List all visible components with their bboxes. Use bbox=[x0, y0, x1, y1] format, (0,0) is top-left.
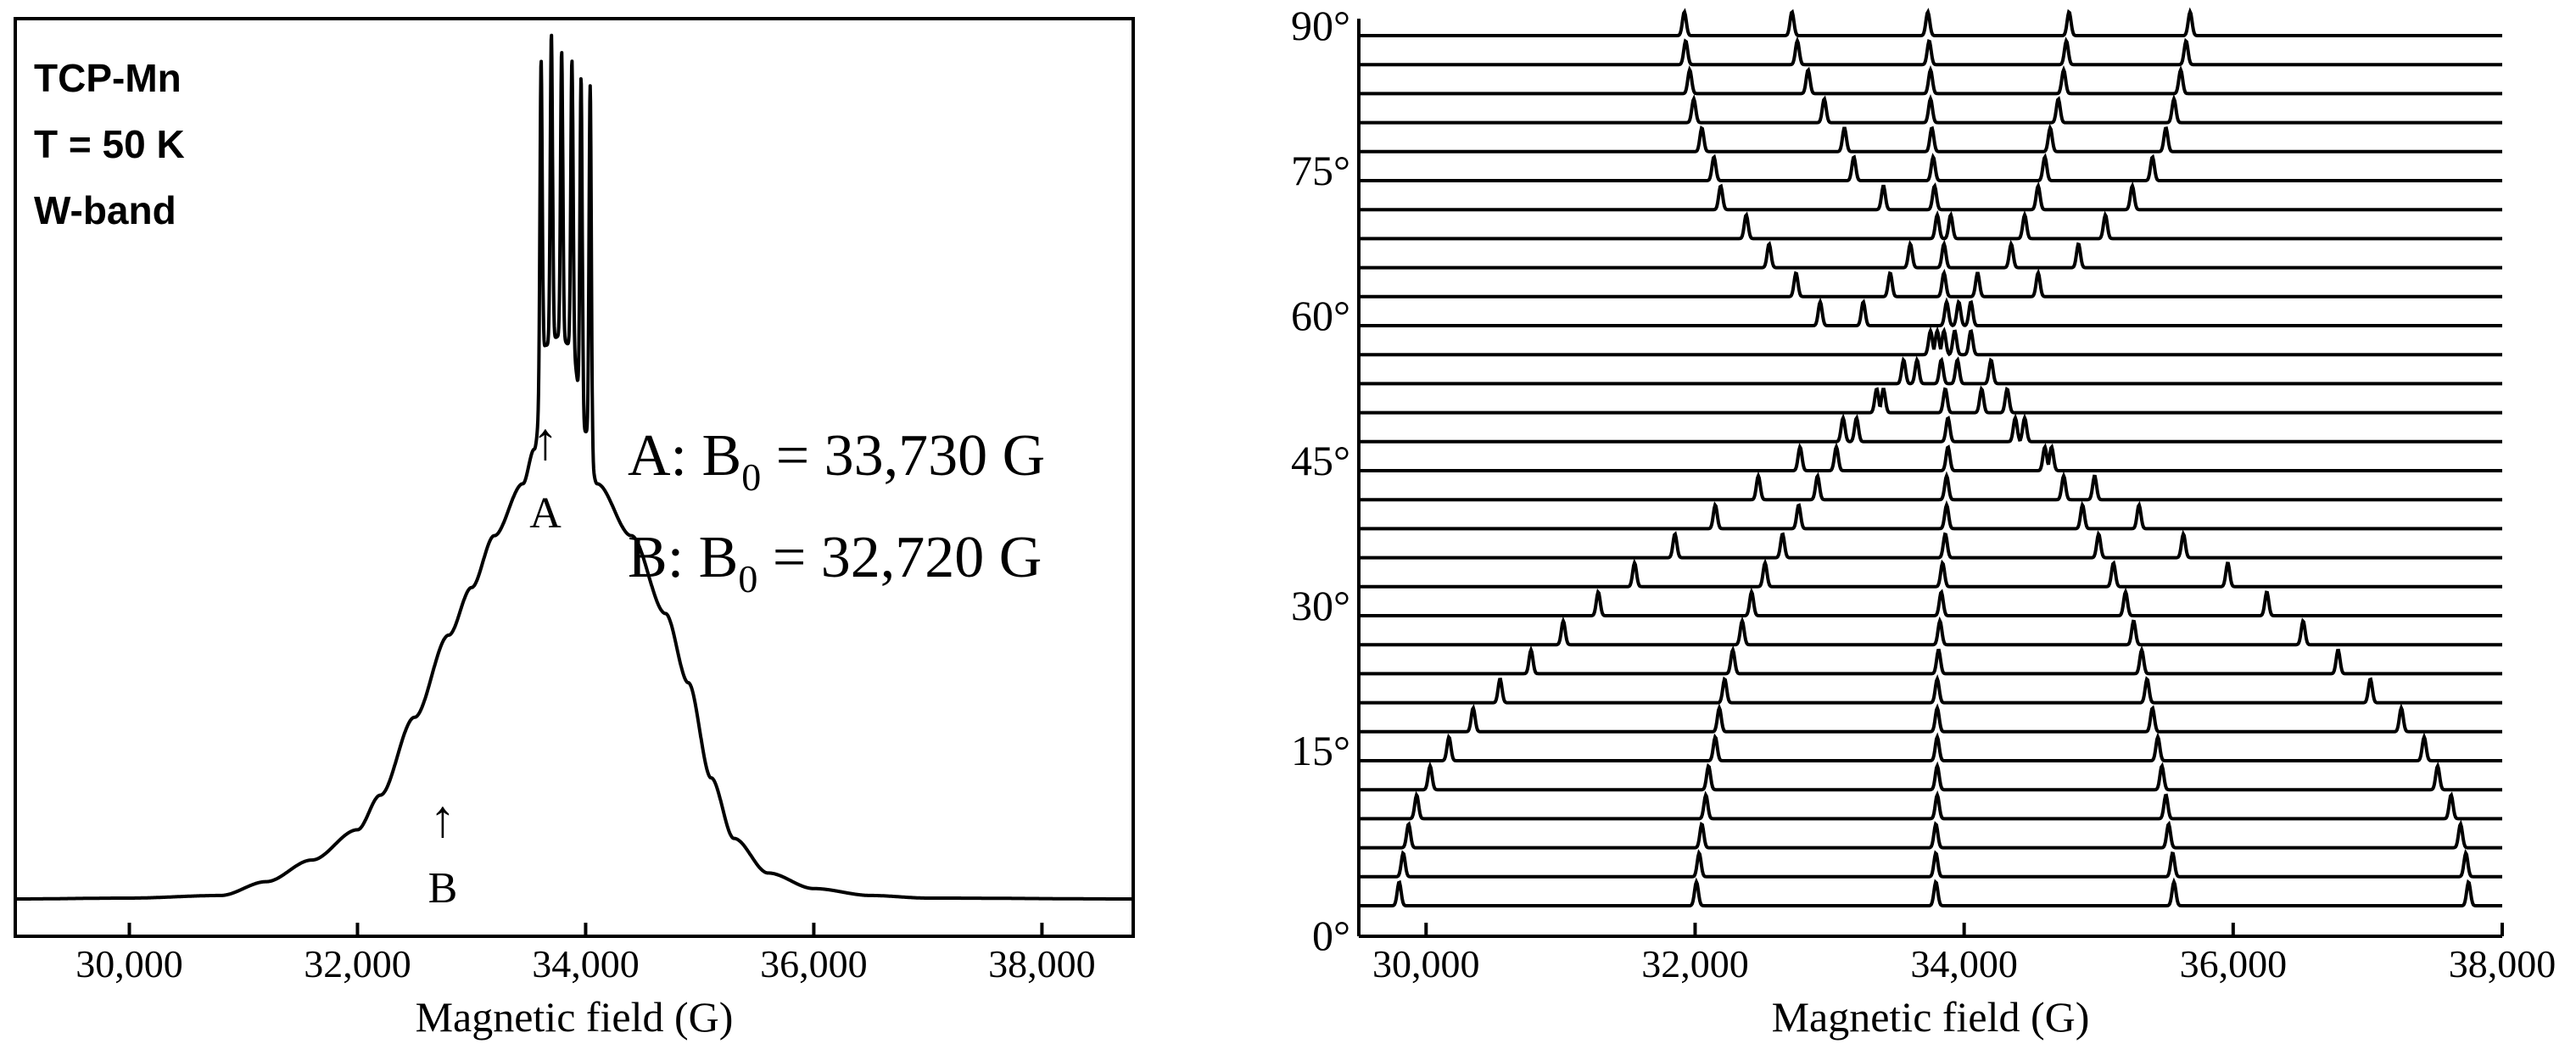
angular-trace-84deg bbox=[1359, 64, 2502, 96]
angular-trace-81deg bbox=[1359, 94, 2502, 125]
angular-trace-69deg bbox=[1359, 209, 2502, 241]
angular-trace-6deg bbox=[1359, 819, 2502, 850]
angular-trace-27deg bbox=[1359, 616, 2502, 647]
angular-trace-24deg bbox=[1359, 645, 2502, 676]
marker-b: B bbox=[428, 864, 458, 913]
angular-trace-48deg bbox=[1359, 413, 2502, 444]
right-x-tick-label: 30,000 bbox=[1372, 942, 1480, 985]
angular-trace-54deg bbox=[1359, 355, 2502, 386]
angular-traces bbox=[1359, 7, 2502, 907]
angular-trace-72deg bbox=[1359, 181, 2502, 212]
left-x-tick-label: 32,000 bbox=[304, 942, 411, 985]
angle-label: 90° bbox=[1291, 2, 1350, 49]
angular-trace-51deg bbox=[1359, 385, 2502, 415]
angle-label: 45° bbox=[1291, 437, 1350, 484]
angular-trace-63deg bbox=[1359, 268, 2502, 299]
right-x-tick-label: 38,000 bbox=[2449, 942, 2556, 985]
angular-trace-57deg bbox=[1359, 326, 2502, 357]
angle-label: 60° bbox=[1291, 292, 1350, 339]
left-x-tick-label: 38,000 bbox=[988, 942, 1096, 985]
angular-trace-39deg bbox=[1359, 500, 2502, 531]
angular-trace-9deg bbox=[1359, 790, 2502, 821]
right-x-axis-label: Magnetic field (G) bbox=[1772, 993, 2090, 1041]
angle-label: 30° bbox=[1291, 582, 1350, 629]
temperature-label: T = 50 K bbox=[34, 122, 185, 166]
angular-trace-75deg bbox=[1359, 153, 2502, 182]
right-x-tick-label: 32,000 bbox=[1641, 942, 1749, 985]
angular-trace-90deg bbox=[1359, 7, 2502, 37]
angular-trace-78deg bbox=[1359, 123, 2502, 154]
angular-trace-15deg bbox=[1359, 732, 2502, 762]
legend-a-field: A: B0 = 33,730 G bbox=[628, 423, 1045, 499]
left-x-tick-labels: 30,000 32,000 34,000 36,000 38,000 bbox=[75, 942, 1095, 985]
angular-trace-87deg bbox=[1359, 36, 2502, 67]
angle-label: 0° bbox=[1312, 912, 1350, 959]
legend-b-field: B: B0 = 32,720 G bbox=[628, 525, 1042, 600]
arrow-b: ↑ bbox=[430, 790, 456, 848]
angular-trace-42deg bbox=[1359, 471, 2502, 502]
right-chart: 30,000 32,000 34,000 36,000 38,000 0° 15° 30° 4… bbox=[1291, 2, 2556, 1041]
left-x-tick-label: 30,000 bbox=[75, 942, 183, 985]
sample-name-label: TCP-Mn bbox=[34, 56, 182, 100]
right-x-tick-label: 36,000 bbox=[2180, 942, 2288, 985]
angular-trace-33deg bbox=[1359, 558, 2502, 589]
left-plot-frame bbox=[14, 17, 1135, 938]
angle-label: 75° bbox=[1291, 147, 1350, 194]
epr-spectrum-line bbox=[14, 33, 1135, 901]
left-chart: 30,000 32,000 34,000 36,000 38,000 Magnetic … bbox=[14, 17, 1135, 1041]
right-x-ticks bbox=[1424, 923, 2504, 936]
angle-label: 15° bbox=[1291, 727, 1350, 774]
angle-labels: 0° 15° 30° 45° 60° 75° 90° bbox=[1291, 2, 1350, 959]
angular-trace-12deg bbox=[1359, 761, 2502, 792]
angular-trace-3deg bbox=[1359, 848, 2502, 879]
left-x-tick-label: 34,000 bbox=[532, 942, 640, 985]
right-x-tick-labels: 30,000 32,000 34,000 36,000 38,000 bbox=[1372, 942, 2556, 985]
left-x-axis-label: Magnetic field (G) bbox=[416, 993, 734, 1041]
left-x-tick-label: 36,000 bbox=[760, 942, 868, 985]
right-x-tick-label: 34,000 bbox=[1910, 942, 2018, 985]
band-label: W-band bbox=[34, 188, 176, 232]
angular-trace-36deg bbox=[1359, 529, 2502, 560]
angular-trace-60deg bbox=[1359, 297, 2502, 328]
angular-trace-0deg bbox=[1359, 877, 2502, 907]
marker-a: A bbox=[529, 489, 562, 538]
angular-trace-18deg bbox=[1359, 703, 2502, 734]
angular-trace-30deg bbox=[1359, 587, 2502, 617]
angular-trace-45deg bbox=[1359, 442, 2502, 472]
angular-trace-21deg bbox=[1359, 674, 2502, 705]
angular-trace-66deg bbox=[1359, 239, 2502, 270]
left-x-ticks bbox=[127, 923, 1044, 936]
arrow-a: ↑ bbox=[533, 413, 559, 471]
